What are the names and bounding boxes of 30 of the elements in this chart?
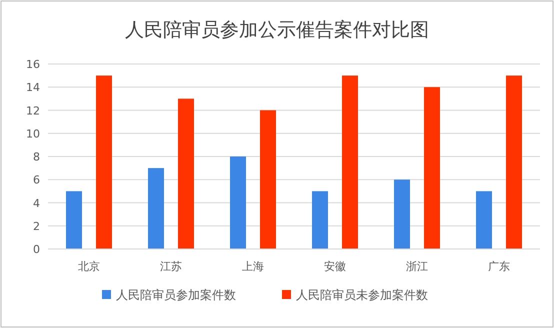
x-tick-label: 北京	[78, 260, 100, 273]
bar	[424, 87, 440, 249]
bar	[342, 76, 358, 249]
x-tick-label: 江苏	[160, 260, 182, 273]
bar	[394, 180, 410, 249]
x-tick-label: 浙江	[406, 260, 428, 273]
y-tick-label: 4	[33, 196, 40, 210]
y-tick-label: 14	[26, 81, 40, 94]
bar	[260, 110, 276, 249]
bar	[96, 76, 112, 249]
y-tick-label: 0	[33, 243, 40, 256]
x-tick-label: 广东	[488, 260, 510, 273]
bar	[66, 191, 82, 249]
y-tick-label: 2	[33, 220, 40, 233]
y-tick-label: 6	[33, 174, 40, 187]
bar	[230, 156, 246, 249]
legend-label: 人民陪审员未参加案件数	[296, 288, 428, 302]
bar	[178, 98, 194, 249]
chart-title: 人民陪审员参加公示催告案件对比图	[125, 19, 429, 41]
bar	[312, 191, 328, 249]
y-tick-label: 12	[26, 104, 40, 118]
legend-label: 人民陪审员参加案件数	[116, 288, 236, 302]
y-tick-label: 8	[33, 150, 40, 164]
x-tick-label: 安徽	[324, 260, 346, 273]
bar	[476, 191, 492, 249]
bar	[148, 168, 164, 249]
y-tick-label: 16	[26, 58, 40, 71]
x-tick-label: 上海	[242, 260, 264, 273]
y-tick-label: 10	[26, 127, 40, 140]
bar	[506, 76, 522, 249]
